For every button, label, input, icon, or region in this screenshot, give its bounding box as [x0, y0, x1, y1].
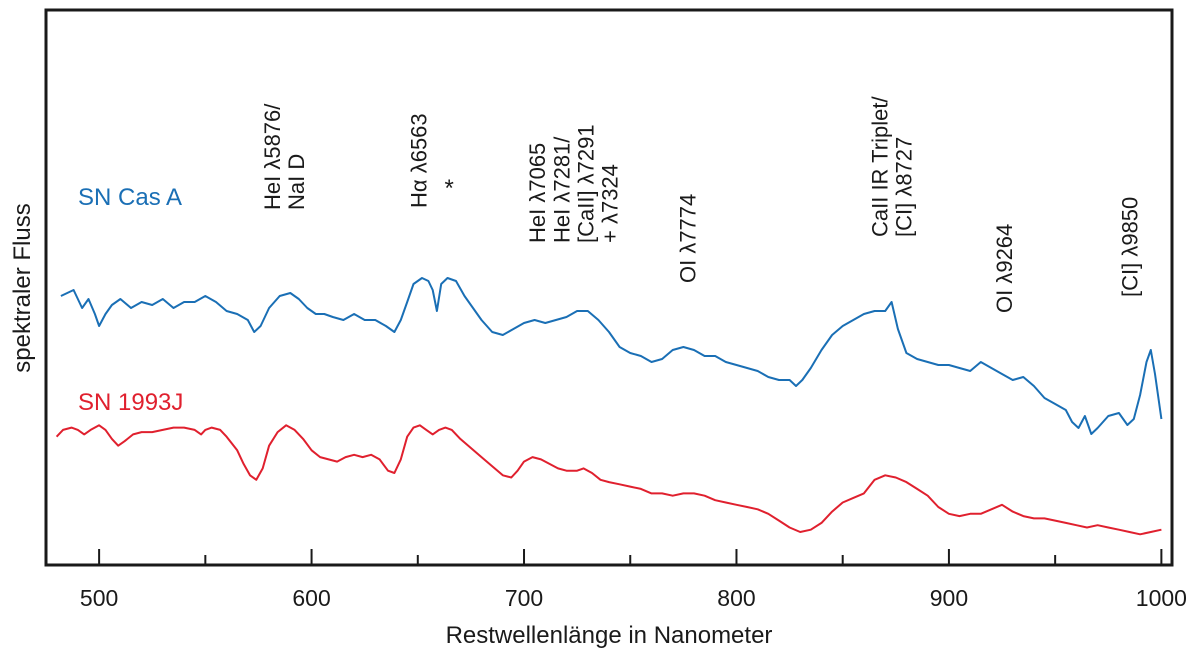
line-annotation-text: [CI] λ8727	[892, 137, 917, 237]
x-tick-label: 700	[505, 585, 543, 611]
series-line-sn-cas-a	[60, 277, 1163, 435]
series-label-1993j: SN 1993J	[78, 389, 183, 416]
x-tick-label: 600	[292, 585, 330, 611]
line-annotation-text: + λ7324	[598, 164, 623, 243]
line-annotation-text: *	[445, 175, 454, 202]
line-annotation-text: OI λ7774	[676, 194, 701, 283]
x-axis-title: Restwellenlänge in Nanometer	[446, 622, 773, 649]
series-layer	[55, 277, 1163, 536]
series-line-sn-1993j	[55, 424, 1162, 536]
line-annotations: HeI λ5876/NaI D Hα λ6563 * HeI λ7065 HeI λ72…	[260, 96, 1143, 313]
plot-frame	[44, 8, 1174, 567]
line-annotation-text: Hα λ6563	[407, 113, 432, 208]
x-tick-label: 900	[930, 585, 968, 611]
line-annotation-text: [CaII] λ7291	[574, 124, 599, 243]
line-annotation-text: [CI] λ9850	[1118, 197, 1143, 297]
line-annotation-text: CaII IR Triplet/	[868, 96, 893, 237]
x-axis-tick-labels: 500 600 700 800 900 1000	[80, 585, 1187, 611]
x-tick-label: 500	[80, 585, 118, 611]
line-annotation-text: OI λ9264	[992, 224, 1017, 313]
x-tick-label: 800	[717, 585, 755, 611]
y-axis-title: spektraler Fluss	[9, 203, 36, 372]
x-axis-ticks	[98, 549, 1163, 565]
line-annotation-text: HeI λ7065	[525, 143, 550, 243]
series-label-cas-a: SN Cas A	[78, 184, 182, 211]
x-tick-label: 1000	[1136, 585, 1187, 611]
line-annotation-text: NaI D	[284, 154, 309, 210]
line-annotation-text: HeI λ7281/	[550, 136, 575, 243]
line-annotation-text: HeI λ5876/	[260, 103, 285, 210]
